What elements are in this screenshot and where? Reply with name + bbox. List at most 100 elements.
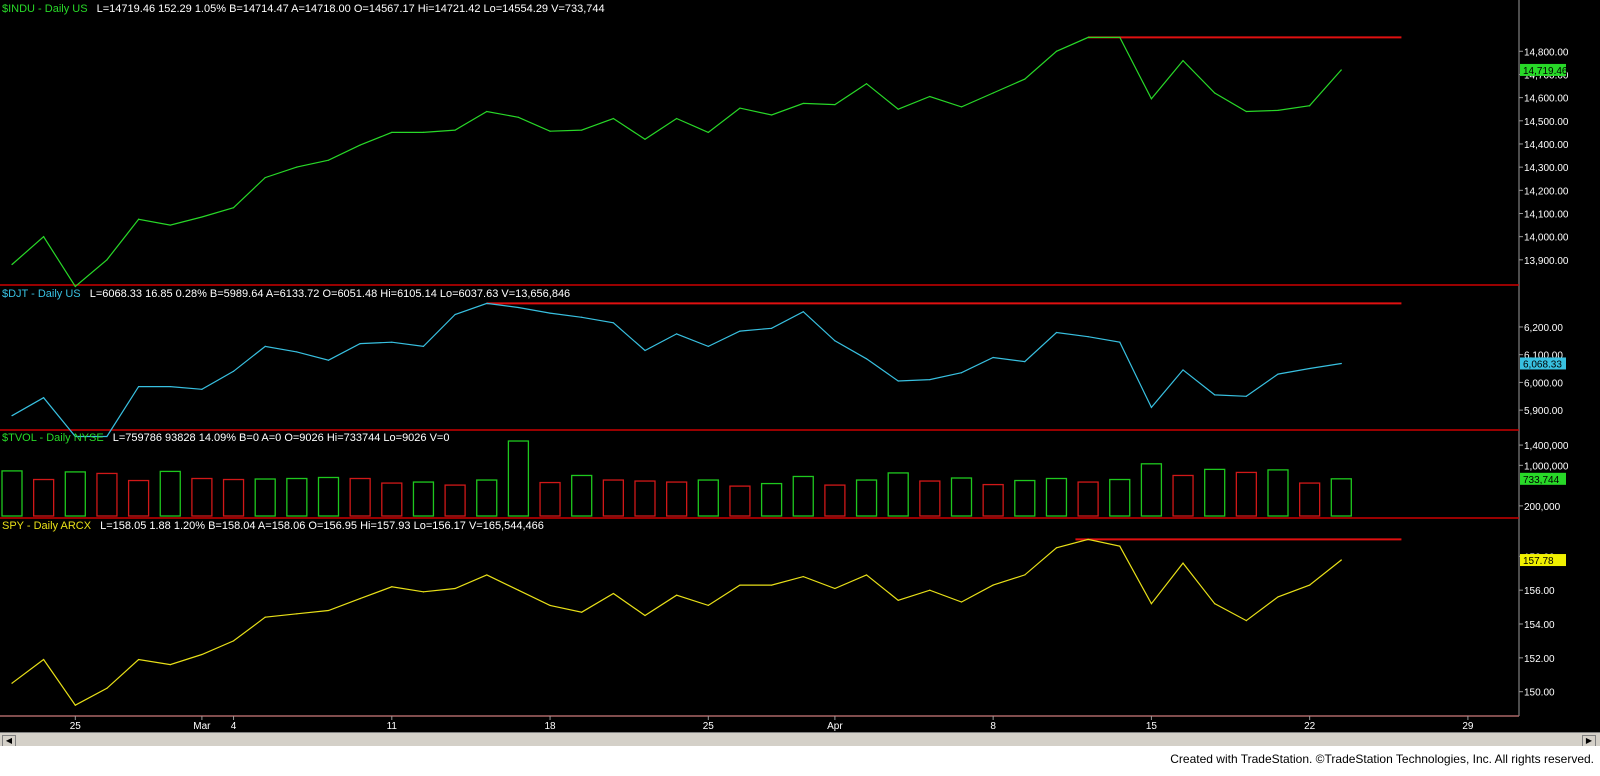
y-tick-label: 6,200.00 [1524, 323, 1563, 334]
volume-bar [381, 482, 403, 517]
price-point [264, 616, 266, 618]
y-tick-label: 5,900.00 [1524, 406, 1563, 417]
price-point [1087, 538, 1089, 540]
price-point [1340, 69, 1342, 71]
price-point [138, 658, 140, 661]
price-point [486, 110, 488, 113]
price-point [454, 129, 456, 131]
footer-credit: Created with TradeStation. ©TradeStation… [1170, 752, 1594, 766]
price-point [1214, 92, 1216, 94]
header-tvol: $TVOL - Daily NYSE L=759786 93828 14.09%… [2, 432, 449, 444]
price-point [771, 327, 773, 329]
price-point [707, 604, 709, 606]
y-tick-label: 14,100.00 [1524, 209, 1569, 220]
y-tick-label: 14,500.00 [1524, 117, 1569, 128]
price-point [486, 574, 488, 576]
price-point [739, 330, 741, 332]
price-point [802, 102, 804, 105]
price-point [169, 385, 171, 388]
price-point [929, 95, 931, 98]
volume-bar [33, 478, 55, 517]
price-point [201, 388, 203, 390]
volume-bar [1299, 482, 1321, 517]
price-point [422, 591, 425, 593]
price-point [74, 704, 76, 706]
price-point [834, 340, 836, 342]
price-point [929, 589, 931, 591]
header-djt: $DJT - Daily US L=6068.33 16.85 0.28% B=… [2, 288, 570, 300]
price-point [1245, 620, 1247, 622]
price-line-series [11, 302, 1342, 438]
price-point [612, 117, 614, 120]
y-tick-label: 13,900.00 [1524, 256, 1569, 267]
volume-bar [444, 484, 466, 517]
volume-bar [222, 478, 245, 517]
volume-bar [1172, 474, 1194, 517]
price-point [1277, 109, 1279, 111]
y-tick-label: 6,000.00 [1524, 378, 1563, 389]
scroll-right-arrow-icon[interactable]: ▶ [1582, 735, 1596, 746]
y-tick-label: 1,400,000 [1524, 441, 1569, 452]
volume-bar [476, 479, 498, 517]
volume-bar [539, 481, 561, 517]
y-tick-label: 14,000.00 [1524, 233, 1569, 244]
horizontal-scrollbar[interactable]: ◀ ▶ [0, 732, 1600, 746]
volume-bar [729, 485, 751, 517]
volume-bar [1140, 463, 1163, 517]
last-price-label: 14,719.46 [1523, 66, 1568, 77]
price-point [264, 345, 266, 347]
volume-bar [96, 472, 118, 517]
volume-bar [317, 476, 340, 517]
price-point [802, 311, 804, 313]
y-tick-label: 150.00 [1524, 688, 1555, 699]
price-point [359, 342, 361, 345]
price-point [707, 131, 709, 133]
volume-bar [697, 479, 719, 517]
price-point [359, 598, 361, 600]
price-point [422, 131, 425, 133]
price-point [1309, 367, 1311, 370]
price-point [74, 285, 76, 288]
price-point [644, 349, 646, 352]
price-point [11, 682, 13, 684]
price-point [581, 316, 583, 318]
footer: Created with TradeStation. ©TradeStation… [0, 746, 1600, 776]
price-point [359, 144, 361, 146]
volume-bar [919, 480, 941, 517]
price-point [865, 574, 868, 576]
volume-bar [1077, 481, 1099, 517]
price-point [138, 385, 140, 388]
price-point [707, 345, 709, 347]
price-point [992, 92, 994, 94]
header-djt-symbol: $DJT - Daily US [2, 288, 81, 300]
price-point [1214, 603, 1216, 605]
price-point [676, 594, 678, 596]
price-point [1150, 603, 1152, 605]
price-point [454, 313, 456, 316]
y-tick-label: 154.00 [1524, 620, 1555, 631]
volume-bar [1, 470, 23, 517]
header-djt-fields: L=6068.33 16.85 0.28% B=5989.64 A=6133.7… [89, 288, 571, 300]
volume-bar [760, 482, 783, 517]
price-point [1245, 395, 1247, 397]
volume-bar [1204, 468, 1226, 517]
header-tvol-symbol: $TVOL - Daily NYSE [2, 432, 104, 444]
scroll-left-arrow-icon[interactable]: ◀ [2, 735, 16, 746]
price-point [11, 263, 13, 266]
y-tick-label: 152.00 [1524, 654, 1555, 665]
price-point [43, 236, 45, 238]
price-point [1024, 574, 1026, 576]
price-point [391, 341, 393, 343]
price-point [865, 83, 868, 85]
last-price-marker [1520, 554, 1566, 567]
price-point [549, 130, 551, 132]
y-tick-label: 14,300.00 [1524, 163, 1569, 174]
price-point [232, 640, 235, 642]
price-point [517, 589, 520, 591]
volume-bar [191, 477, 213, 517]
volume-bar [286, 477, 308, 517]
volume-bar [950, 477, 973, 517]
price-point [1309, 105, 1311, 107]
price-point [549, 312, 551, 314]
price-point [644, 614, 646, 617]
